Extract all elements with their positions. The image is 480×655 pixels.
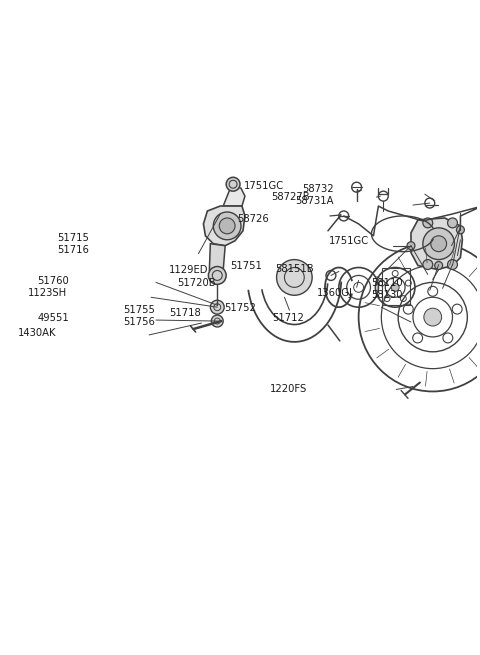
Circle shape [208,267,226,284]
Text: 1751GC: 1751GC [244,181,284,191]
Polygon shape [209,244,225,273]
Text: 58726: 58726 [237,214,269,224]
Text: 51756: 51756 [123,317,155,327]
Text: 51755: 51755 [123,305,155,315]
Text: 1360GJ: 1360GJ [317,288,353,298]
Circle shape [276,259,312,295]
Circle shape [407,242,415,250]
Polygon shape [204,206,245,246]
Text: 58130: 58130 [372,290,403,300]
Text: 51760: 51760 [37,276,69,286]
Text: 51716: 51716 [57,245,89,255]
FancyBboxPatch shape [383,267,410,305]
Text: 51715: 51715 [57,233,89,243]
Circle shape [210,300,224,314]
Circle shape [431,236,446,252]
Text: 58731A: 58731A [295,196,334,206]
Text: 58732: 58732 [302,184,334,194]
Text: 1220FS: 1220FS [270,384,307,394]
Text: 51718: 51718 [169,308,201,318]
Circle shape [447,259,457,269]
Circle shape [447,218,457,228]
Circle shape [219,218,235,234]
Circle shape [213,212,241,240]
Text: 58110: 58110 [372,278,403,288]
Text: 51712: 51712 [273,313,304,323]
Text: 58151B: 58151B [276,263,314,274]
Text: 1129ED: 1129ED [169,265,208,276]
Circle shape [423,228,455,259]
Circle shape [423,218,433,228]
Circle shape [211,315,223,327]
Polygon shape [411,218,462,269]
Circle shape [391,284,399,291]
Text: 51752: 51752 [224,303,256,313]
Polygon shape [223,186,245,206]
Text: 49551: 49551 [37,313,69,323]
Text: 51720B: 51720B [177,278,216,288]
Circle shape [423,259,433,269]
Text: 58727B: 58727B [272,192,310,202]
Text: 51751: 51751 [230,261,262,271]
Text: 1430AK: 1430AK [18,328,56,338]
Circle shape [456,226,464,234]
Circle shape [226,178,240,191]
Text: 1751GC: 1751GC [329,236,369,246]
Circle shape [435,261,443,269]
Text: 1123SH: 1123SH [27,288,67,298]
Circle shape [424,308,442,326]
